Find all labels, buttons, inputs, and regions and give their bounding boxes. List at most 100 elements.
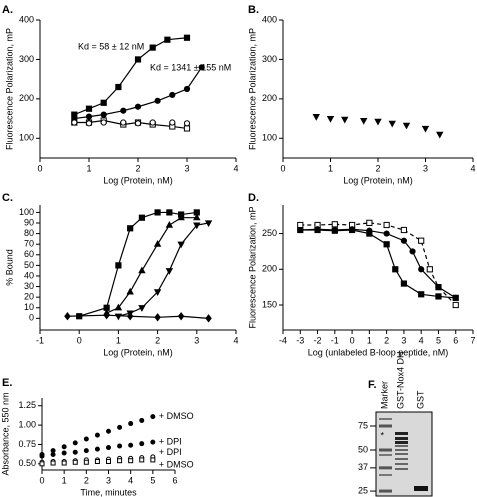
- y-tick-label: 1.25: [18, 400, 36, 410]
- point: [183, 120, 191, 127]
- lane-label: GST: [415, 390, 425, 409]
- band: [395, 453, 408, 455]
- point: [100, 119, 107, 126]
- point: [138, 266, 146, 274]
- y-axis-title: Fluorescence Polarization, mP: [247, 206, 257, 328]
- fit-line: [79, 211, 197, 317]
- point: [341, 116, 349, 124]
- point: [165, 220, 174, 228]
- point: [383, 230, 390, 237]
- x-tick-label: 3: [106, 475, 111, 485]
- point: [149, 119, 156, 126]
- y-tick-label: 150: [262, 299, 277, 309]
- point: [205, 314, 212, 323]
- point: [114, 313, 123, 321]
- panel-label: B.: [248, 4, 259, 16]
- point: [128, 442, 134, 448]
- x-tick-label: 4: [233, 163, 238, 173]
- point: [183, 125, 191, 132]
- y-axis-title: Fluorescence Polarization, mP: [4, 28, 14, 150]
- point: [154, 209, 161, 216]
- point: [138, 214, 146, 221]
- y-axis-title: % Bound: [4, 249, 14, 286]
- band: [395, 441, 408, 444]
- point: [348, 226, 356, 233]
- marker-band: [379, 466, 392, 470]
- point: [297, 226, 304, 234]
- point: [421, 125, 430, 133]
- point: [153, 289, 162, 297]
- point: [61, 450, 67, 456]
- point: [72, 440, 78, 446]
- point: [64, 312, 71, 321]
- point: [114, 303, 123, 311]
- y-tick-label: 0.50: [18, 458, 36, 468]
- band: [395, 458, 408, 460]
- x-tick-label: 0: [37, 163, 42, 173]
- point: [115, 262, 122, 269]
- point: [383, 241, 390, 248]
- point: [138, 305, 146, 312]
- panel-label: C.: [2, 192, 13, 204]
- x-tick-label: 1: [62, 475, 67, 485]
- x-tick-label: 4: [233, 335, 238, 345]
- fit-line: [300, 222, 457, 306]
- x-tick-label: -2: [314, 335, 322, 345]
- y-axis-title: Fluorescence Polarization, mP: [247, 28, 257, 150]
- point: [106, 445, 111, 451]
- x-tick-label: 4: [419, 335, 424, 345]
- point: [400, 280, 408, 287]
- point: [85, 120, 93, 127]
- point: [50, 452, 56, 458]
- series-label: + DPI: [159, 447, 182, 457]
- panel-label: A.: [2, 4, 13, 16]
- y-tick-label: 300: [19, 54, 34, 64]
- point: [103, 310, 110, 320]
- point: [127, 225, 134, 232]
- x-tick-label: 2: [155, 335, 160, 345]
- point: [117, 443, 123, 449]
- series-label: + DMSO: [159, 459, 194, 469]
- point: [409, 248, 416, 255]
- point: [154, 313, 161, 322]
- point: [126, 287, 134, 295]
- x-tick-label: 1: [328, 163, 333, 173]
- x-tick-label: 3: [194, 335, 199, 345]
- marker-band: [379, 418, 392, 420]
- x-tick-label: 3: [401, 335, 406, 345]
- point: [61, 460, 67, 466]
- point: [366, 219, 373, 226]
- panel-label: D.: [248, 192, 259, 204]
- point: [128, 421, 134, 427]
- point: [164, 36, 171, 43]
- point: [134, 56, 142, 63]
- x-axis-title: Log (Protein, nM): [343, 175, 413, 185]
- x-tick-label: 1: [367, 335, 372, 345]
- x-axis-title: Log (Protein, nM): [103, 175, 173, 185]
- y-tick-label: 0: [29, 313, 34, 323]
- y-tick-label: 400: [262, 14, 277, 24]
- marker-band: [379, 454, 392, 456]
- point: [452, 301, 459, 309]
- y-tick-label: 30: [24, 281, 34, 291]
- point: [169, 91, 176, 99]
- y-tick-label: 400: [19, 14, 34, 24]
- point: [426, 266, 433, 273]
- point: [183, 85, 191, 93]
- point: [418, 291, 425, 298]
- fit-line: [74, 66, 203, 120]
- marker-band: [379, 424, 392, 428]
- point: [193, 222, 201, 230]
- point: [72, 459, 78, 465]
- marker-band: [379, 448, 392, 452]
- fit-line: [118, 222, 209, 317]
- point: [134, 120, 142, 127]
- point: [94, 432, 100, 438]
- y-tick-label: 75: [358, 420, 368, 430]
- y-tick-label: 90: [24, 217, 34, 227]
- point: [83, 448, 89, 454]
- point: [39, 461, 45, 467]
- point: [117, 458, 123, 464]
- point: [153, 240, 162, 247]
- band: [395, 437, 408, 440]
